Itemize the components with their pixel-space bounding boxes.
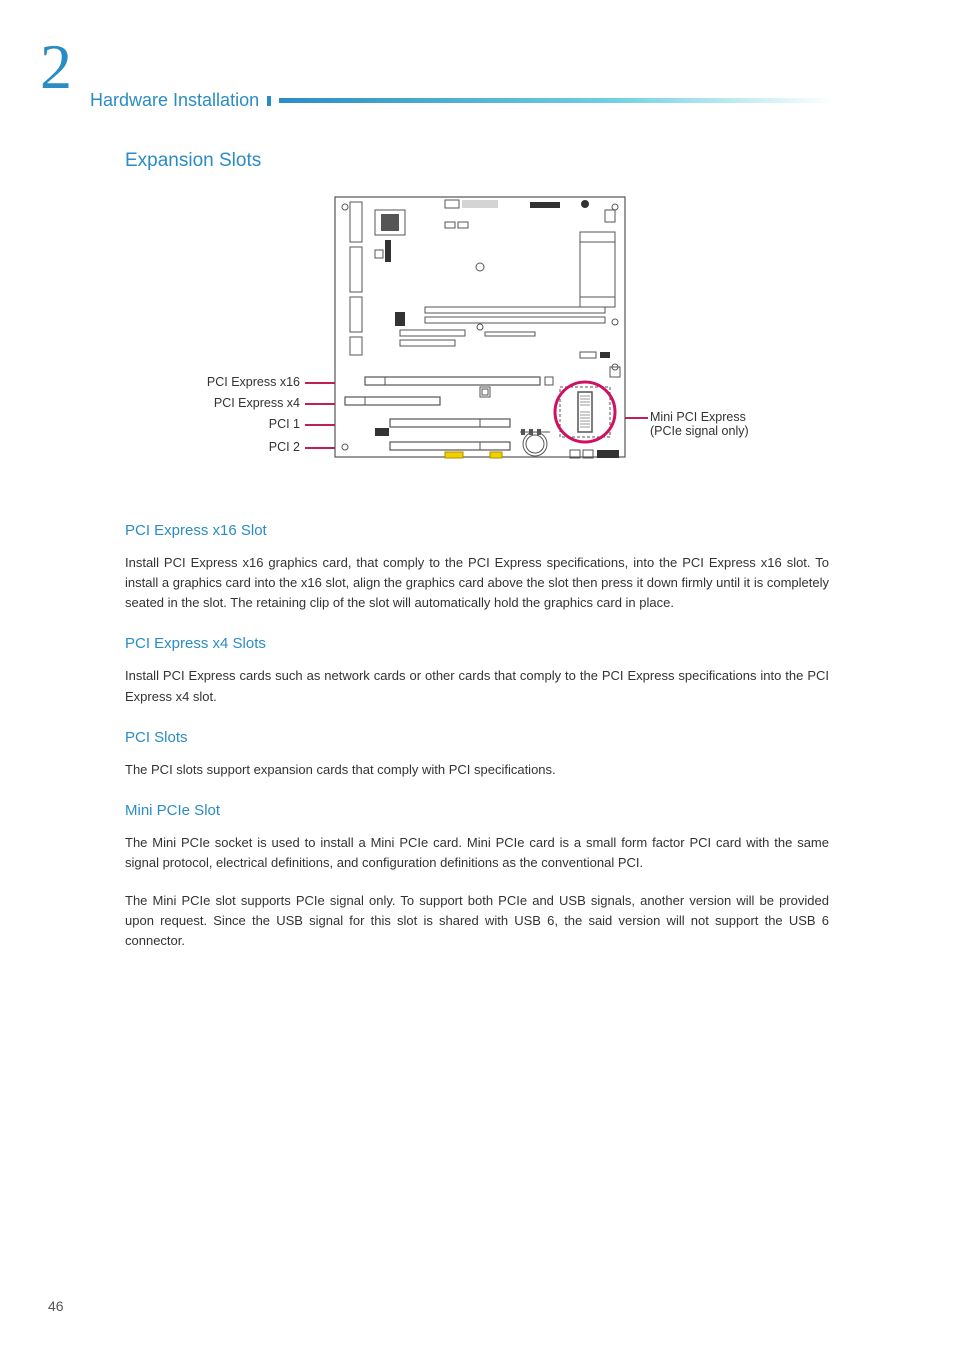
label-mini-pcie: Mini PCI Express (PCIe signal only) xyxy=(650,410,749,438)
chapter-title: Hardware Installation xyxy=(90,90,259,111)
motherboard-diagram: PCI Express x16 PCI Express x4 PCI 1 PCI… xyxy=(125,192,829,492)
section-title: Expansion Slots xyxy=(125,150,829,172)
paragraph: Install PCI Express x16 graphics card, t… xyxy=(125,553,829,613)
subheading-pcie-x4: PCI Express x4 Slots xyxy=(125,635,829,652)
page-number: 46 xyxy=(48,1298,64,1314)
subheading-mini-pcie: Mini PCIe Slot xyxy=(125,802,829,819)
subheading-pci: PCI Slots xyxy=(125,729,829,746)
page-content: Expansion Slots PCI Express x16 PCI Expr… xyxy=(125,150,829,952)
label-pcie-x16: PCI Express x16 xyxy=(125,375,300,389)
label-pcie-x4: PCI Express x4 xyxy=(125,396,300,410)
gradient-divider xyxy=(279,98,834,103)
paragraph: The Mini PCIe socket is used to install … xyxy=(125,833,829,873)
label-pci-1: PCI 1 xyxy=(125,417,300,431)
subheading-pcie-x16: PCI Express x16 Slot xyxy=(125,522,829,539)
chapter-header-line: Hardware Installation xyxy=(90,90,834,111)
label-mini-pcie-line1: Mini PCI Express xyxy=(650,410,746,424)
paragraph: Install PCI Express cards such as networ… xyxy=(125,666,829,706)
paragraph: The PCI slots support expansion cards th… xyxy=(125,760,829,780)
label-pci-2: PCI 2 xyxy=(125,440,300,454)
paragraph: The Mini PCIe slot supports PCIe signal … xyxy=(125,891,829,951)
motherboard-svg xyxy=(325,192,635,467)
label-mini-pcie-line2: (PCIe signal only) xyxy=(650,424,749,438)
chapter-number: 2 xyxy=(40,30,72,104)
